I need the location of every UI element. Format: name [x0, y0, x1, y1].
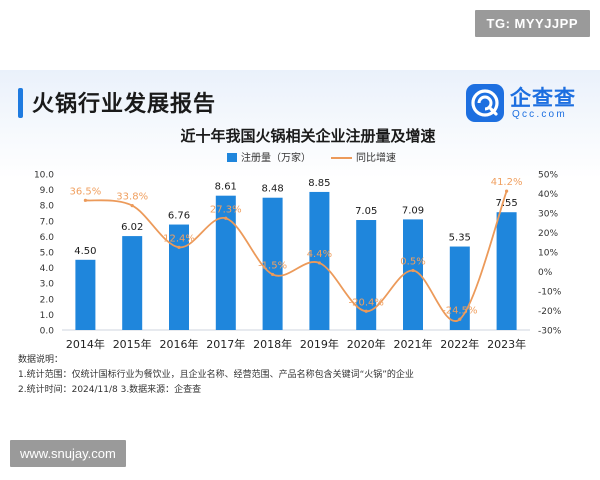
y-left-tick-label: 5.0: [40, 249, 55, 259]
bar-value-label: 6.76: [168, 211, 190, 222]
growth-value-label: 0.5%: [400, 257, 425, 268]
y-right-tick-label: 30%: [538, 210, 558, 220]
report-title: 火锅行业发展报告: [32, 92, 217, 117]
data-notes: 数据说明： 1.统计范围：仅统计国标行业为餐饮业，且企业名称、经营范围、产品名称…: [18, 353, 414, 398]
growth-value-label: -1.5%: [258, 260, 287, 271]
bar-value-label: 8.48: [261, 184, 283, 195]
bar: [215, 195, 236, 330]
bar: [169, 224, 189, 330]
y-left-tick-label: 7.0: [40, 217, 55, 227]
notes-line-2: 2.统计时间：2024/11/8 3.数据来源：企查查: [18, 385, 202, 395]
x-tick-label: 2022年: [440, 337, 479, 351]
bar-value-label: 7.09: [402, 205, 424, 216]
y-right-tick-label: -30%: [538, 327, 562, 337]
bar: [122, 236, 143, 330]
x-tick-label: 2017年: [206, 337, 245, 351]
x-tick-label: 2021年: [394, 337, 433, 351]
growth-point: [505, 189, 509, 193]
growth-value-label: -20.4%: [349, 297, 384, 308]
growth-point: [83, 198, 87, 202]
growth-point: [177, 245, 181, 249]
y-right-tick-label: 10%: [538, 249, 558, 259]
y-left-tick-label: 6.0: [40, 233, 55, 243]
bar: [356, 220, 377, 330]
growth-value-label: 12.4%: [163, 233, 195, 244]
legend-line-label: 同比增速: [356, 151, 396, 164]
bar: [262, 197, 283, 330]
growth-point: [364, 309, 368, 313]
bar-value-label: 8.85: [308, 178, 330, 189]
y-left-tick-label: 0.0: [40, 327, 55, 337]
growth-point: [458, 317, 462, 321]
y-right-tick-label: -20%: [538, 307, 562, 317]
y-left-tick-label: 9.0: [40, 186, 55, 196]
growth-point: [130, 203, 134, 208]
qcc-logo: 企查查 Qcc.com: [466, 82, 581, 126]
y-left-tick-label: 2.0: [40, 295, 55, 305]
bar-value-label: 4.50: [74, 246, 96, 257]
x-tick-label: 2018年: [253, 337, 292, 351]
y-right-tick-label: 20%: [538, 229, 558, 239]
qcc-logo-icon: [466, 84, 504, 122]
watermark-bottom: www.snujay.com: [10, 440, 126, 467]
bar-value-label: 8.61: [215, 182, 237, 193]
bar: [309, 191, 330, 330]
growth-point: [271, 272, 275, 277]
logo-domain: Qcc.com: [512, 109, 567, 120]
bar-value-label: 7.05: [355, 206, 377, 217]
y-left-tick-label: 4.0: [40, 264, 55, 274]
growth-line: [85, 190, 508, 323]
x-tick-label: 2016年: [160, 337, 199, 351]
y-right-tick-label: 50%: [538, 171, 558, 181]
title-accent-bar: [18, 88, 23, 118]
y-left-tick-label: 3.0: [40, 280, 55, 290]
bar-value-label: 5.35: [449, 233, 471, 244]
bar-value-label: 6.02: [121, 222, 143, 233]
growth-value-label: 4.4%: [307, 249, 332, 260]
bar: [496, 212, 517, 330]
y-right-tick-label: 40%: [538, 190, 558, 200]
growth-point: [411, 268, 415, 273]
logo-name: 企查查: [510, 86, 576, 110]
x-tick-label: 2015年: [113, 337, 152, 351]
growth-value-label: 33.8%: [116, 192, 148, 203]
legend-bar-label: 注册量（万家）: [241, 151, 311, 164]
growth-value-label: 27.3%: [210, 204, 242, 215]
growth-point: [317, 261, 321, 265]
notes-line-1: 1.统计范围：仅统计国标行业为餐饮业，且企业名称、经营范围、产品名称包含关键词“…: [18, 370, 414, 380]
x-tick-label: 2020年: [347, 337, 386, 351]
y-right-tick-label: -10%: [538, 288, 562, 298]
y-left-tick-label: 10.0: [34, 171, 54, 181]
growth-point: [224, 216, 228, 220]
growth-value-label: 36.5%: [70, 186, 102, 197]
y-left-tick-label: 8.0: [40, 202, 55, 212]
legend-bar-swatch: [227, 153, 237, 162]
bar: [449, 246, 470, 330]
bar: [75, 259, 96, 330]
notes-heading: 数据说明：: [18, 355, 64, 365]
growth-value-label: -24.5%: [442, 305, 477, 316]
y-left-tick-label: 1.0: [40, 311, 55, 321]
growth-value-label: 41.2%: [491, 177, 523, 188]
bar-value-label: 7.55: [495, 198, 517, 209]
bar: [403, 219, 423, 330]
x-tick-label: 2014年: [66, 337, 105, 351]
watermark-top: TG: MYYJJPP: [474, 10, 590, 37]
y-right-tick-label: 0%: [538, 268, 553, 278]
x-tick-label: 2019年: [300, 337, 339, 351]
chart-title: 近十年我国火锅相关企业注册量及增速: [180, 127, 435, 145]
x-tick-label: 2023年: [487, 337, 526, 351]
